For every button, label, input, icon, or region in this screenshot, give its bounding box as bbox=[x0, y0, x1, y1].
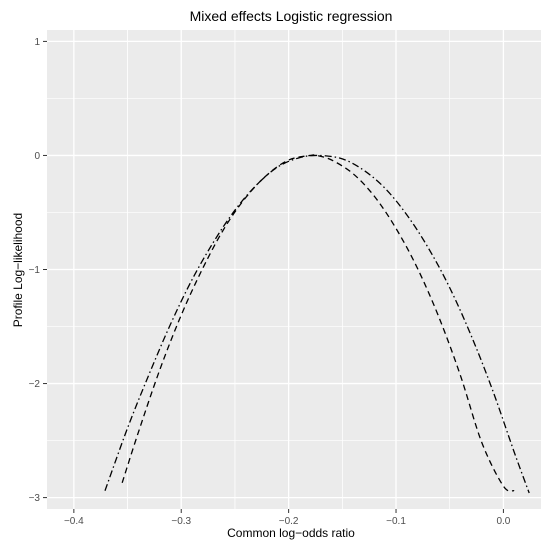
series-line-dashdot bbox=[104, 154, 530, 494]
series-layer bbox=[104, 154, 530, 494]
y-tick-label: 1 bbox=[34, 37, 40, 48]
x-tick-label: −0.3 bbox=[171, 516, 191, 527]
x-axis: −0.4 −0.3 −0.2 −0.1 0.0 bbox=[64, 509, 511, 527]
y-tick-label: 0 bbox=[34, 151, 40, 162]
y-tick-label: −1 bbox=[29, 265, 41, 276]
x-axis-label: Common log−odds ratio bbox=[227, 526, 355, 540]
y-tick-label: −3 bbox=[29, 493, 41, 504]
y-tick-label: −2 bbox=[29, 379, 41, 390]
y-axis-label: Profile Log−likelihood bbox=[11, 213, 25, 327]
chart-title: Mixed effects Logistic regression bbox=[190, 8, 393, 24]
x-tick-label: −0.2 bbox=[279, 516, 299, 527]
x-tick-label: −0.1 bbox=[386, 516, 406, 527]
x-tick-label: −0.4 bbox=[64, 516, 84, 527]
grid-major bbox=[47, 30, 541, 509]
x-tick-label: 0.0 bbox=[496, 516, 510, 527]
y-axis: 1 0 −1 −2 −3 bbox=[29, 37, 47, 504]
